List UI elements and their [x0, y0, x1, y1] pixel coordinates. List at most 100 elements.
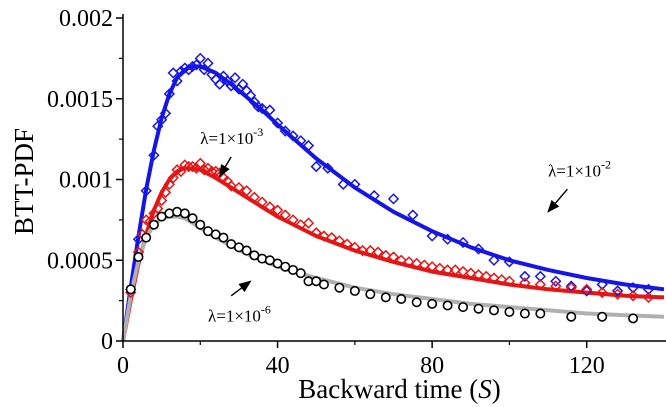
- annotations-layer: λ=1×10-2λ=1×10-3λ=1×10-6: [200, 125, 611, 326]
- series-1-point-30: [264, 201, 276, 213]
- series-1-label: λ=1×10-3: [200, 125, 263, 148]
- series-1-label-exp: -3: [253, 125, 263, 139]
- series-1-point-60: [496, 273, 508, 286]
- series-0-point-17: [202, 57, 214, 69]
- series-1-point-44: [372, 246, 384, 258]
- axes-layer: [116, 14, 666, 348]
- series-2-label: λ=1×10-6: [208, 303, 271, 326]
- series-2-point-27: [349, 285, 360, 296]
- series-0-point-5: [155, 114, 168, 126]
- series-0-point-7: [163, 88, 176, 100]
- series-1-point-33: [287, 214, 299, 226]
- series-0-point-52: [534, 270, 547, 283]
- y-tick-label-0: 0: [101, 329, 113, 355]
- series-0-arrow: [547, 188, 568, 213]
- series-0-fit-line: [121, 64, 665, 342]
- series-1-point-8: [159, 186, 172, 199]
- series-0-point-51: [519, 270, 531, 283]
- series-1-point-18: [198, 164, 210, 176]
- series-0-label-base: λ=1×10: [548, 161, 601, 180]
- series-1-point-49: [411, 257, 423, 270]
- series-1-point-50: [418, 259, 431, 271]
- series-1-point-48: [403, 256, 415, 268]
- series-1-point-59: [488, 272, 500, 284]
- series-0-point-40: [337, 178, 349, 191]
- series-1-point-39: [333, 235, 346, 247]
- series-1-point-52: [434, 262, 446, 274]
- series-1-point-32: [279, 209, 291, 221]
- series-2-point-41: [597, 311, 608, 322]
- series-1-point-65: [565, 282, 577, 294]
- series-0-point-4: [152, 120, 164, 132]
- series-0-point-28: [244, 89, 257, 102]
- series-layer: [121, 52, 665, 342]
- series-1-point-37: [318, 230, 330, 242]
- series-1-point-46: [387, 251, 400, 263]
- series-0-point-59: [642, 283, 655, 295]
- series-2-point-8: [187, 213, 198, 224]
- x-tick-label-3: 120: [569, 353, 605, 379]
- series-1-point-9: [163, 178, 176, 191]
- series-2-point-28: [365, 289, 376, 300]
- series-0-point-23: [225, 80, 237, 92]
- series-0-point-56: [596, 278, 608, 291]
- series-2-point-37: [504, 306, 515, 317]
- series-1-point-55: [457, 265, 469, 278]
- series-0-point-13: [186, 60, 199, 73]
- series-1-point-63: [534, 278, 547, 291]
- series-0-point-49: [488, 254, 500, 266]
- series-2-label-exp: -6: [261, 303, 271, 317]
- series-0-point-54: [565, 280, 577, 292]
- series-2-label-base: λ=1×10: [208, 307, 261, 326]
- series-0-point-26: [237, 78, 249, 90]
- series-1-point-31: [271, 204, 284, 216]
- series-1-point-54: [449, 264, 461, 276]
- series-0-point-16: [198, 64, 210, 76]
- series-1-point-68: [611, 288, 624, 300]
- series-2-point-2: [141, 232, 152, 243]
- series-1-point-57: [472, 269, 485, 281]
- series-1-point-67: [596, 286, 608, 299]
- y-tick-label-3: 0.0015: [47, 87, 113, 113]
- x-tick-label-2: 80: [420, 353, 444, 379]
- series-2-point-36: [488, 305, 499, 316]
- series-1-point-35: [302, 217, 315, 229]
- series-1-point-6: [152, 202, 164, 215]
- series-0-point-38: [310, 160, 322, 173]
- series-0-point-6: [159, 107, 172, 119]
- series-0-point-35: [287, 130, 299, 142]
- series-2-point-26: [334, 282, 345, 293]
- series-0-point-48: [472, 243, 485, 255]
- series-2-point-40: [566, 311, 577, 322]
- series-1-point-69: [627, 290, 639, 302]
- y-tick-label-1: 0.0005: [47, 248, 113, 274]
- series-0-point-2: [140, 185, 152, 197]
- series-2-point-15: [241, 245, 252, 256]
- series-2-point-31: [411, 297, 422, 308]
- series-0-point-31: [256, 102, 268, 115]
- series-2-point-35: [473, 303, 484, 314]
- series-0-point-24: [229, 72, 241, 84]
- series-1-point-62: [519, 277, 531, 289]
- series-0-point-37: [302, 139, 315, 152]
- x-axis-label-var: S: [478, 374, 492, 404]
- series-1-point-58: [480, 270, 492, 283]
- series-2-point-42: [628, 313, 639, 324]
- series-0-point-42: [368, 189, 380, 202]
- series-0-point-9: [171, 75, 183, 87]
- x-tick-label-0: 0: [117, 353, 129, 379]
- series-1-point-70: [642, 291, 655, 304]
- series-1-point-42: [356, 244, 369, 257]
- series-0-point-53: [550, 275, 562, 287]
- series-1-point-43: [364, 244, 376, 257]
- series-2-point-25: [318, 279, 329, 290]
- series-2-point-3: [148, 219, 159, 230]
- series-1-point-56: [465, 267, 477, 279]
- series-2-point-38: [519, 308, 530, 319]
- series-2-point-7: [179, 208, 190, 219]
- y-tick-label-4: 0.002: [59, 6, 113, 32]
- series-0-point-58: [627, 282, 639, 294]
- series-1-point-41: [349, 241, 361, 253]
- series-2-point-34: [458, 302, 469, 313]
- series-1-label-base: λ=1×10: [200, 129, 253, 148]
